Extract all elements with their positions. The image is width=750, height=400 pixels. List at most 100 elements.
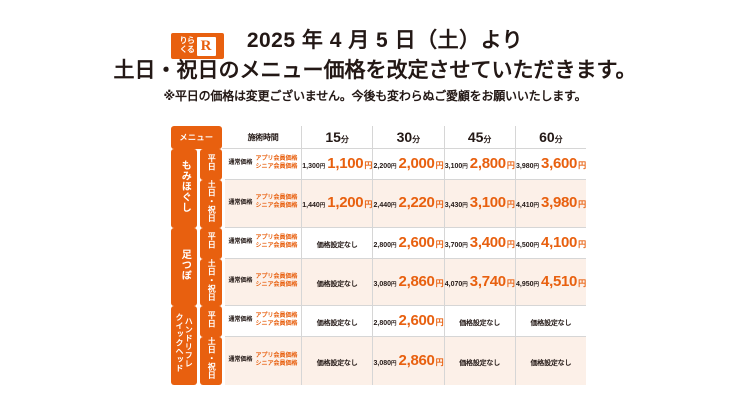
price-cell-60: 3,980円 3,600円: [514, 149, 586, 180]
table-row: 土日・祝日 通常価格 アプリ会員価格 シニア会員価格 1,440円 1,200円 2,440…: [171, 180, 586, 228]
header-gap: [222, 126, 226, 149]
menu-label-3: ハンドリフレ クイックヘッド: [171, 306, 197, 385]
new-price: 3,100円: [469, 194, 515, 212]
new-price: 4,510円: [541, 272, 586, 290]
header-duration-30: 30分: [372, 126, 444, 149]
new-price: 3,740円: [469, 272, 515, 290]
new-price: 3,600円: [541, 155, 586, 172]
price-type-label: 通常価格 アプリ会員価格 シニア会員価格: [225, 227, 302, 259]
title-line-2: 土日・祝日のメニュー価格を改定させていただきます。: [113, 59, 637, 82]
logo-kana-top: りら: [179, 36, 196, 45]
old-price: 3,080円: [373, 280, 397, 288]
new-price: 1,100円: [327, 155, 373, 172]
price-cell-60: 価格設定なし: [514, 337, 587, 385]
old-price: 3,980円: [515, 163, 540, 170]
table-row: もみほぐし 平日 通常価格 アプリ会員価格 シニア会員価格 1,300円 1,100円 2,2…: [171, 149, 586, 228]
table-row: 土日・祝日 通常価格 アプリ会員価格 シニア会員価格 価格設定なし 3,080円 2,860…: [171, 258, 586, 306]
old-price: 4,070円: [444, 280, 468, 288]
day-label-holiday: 土日・祝日: [200, 337, 223, 385]
no-price-text: 価格設定なし: [316, 241, 358, 249]
price-cell-45: 価格設定なし: [443, 337, 515, 385]
day-label-weekday: 平日: [200, 149, 223, 180]
day-label-weekday: 平日: [200, 227, 223, 259]
new-price: 2,600円: [398, 233, 444, 251]
price-type-label: 通常価格 アプリ会員価格 シニア会員価格: [225, 180, 302, 228]
price-cell-30: 2,200円 2,000円: [372, 149, 444, 180]
price-table-container: メニュー 施術時間 15分 30分 45分 60分 もみほぐし 平日 通常価格 アプリ会員価格 シニ…: [171, 126, 586, 385]
new-price: 2,600円: [398, 312, 444, 329]
day-label-holiday: 土日・祝日: [200, 180, 223, 228]
header-treatment-time-label: 施術時間: [225, 126, 302, 149]
price-type-label: 通常価格 アプリ会員価格 シニア会員価格: [225, 258, 302, 306]
price-cell-45: 3,100円 2,800円: [443, 149, 515, 180]
new-price: 2,860円: [398, 351, 444, 369]
price-cell-15: 価格設定なし: [301, 306, 373, 337]
table-row: 土日・祝日 通常価格 アプリ会員価格 シニア会員価格 価格設定なし 3,080円 2,860…: [171, 337, 587, 385]
header-duration-60: 60分: [514, 126, 587, 149]
new-price: 3,400円: [469, 233, 515, 251]
menu-label-1: もみほぐし: [171, 149, 197, 228]
price-table: メニュー 施術時間 15分 30分 45分 60分 もみほぐし 平日 通常価格 アプリ会員価格 シニ…: [171, 126, 586, 385]
title-block: 2025 年 4 月 5 日（土）より 土日・祝日のメニュー価格を改定させていた…: [0, 26, 750, 106]
header-duration-45: 45分: [443, 126, 515, 149]
day-label-weekday: 平日: [200, 306, 223, 337]
old-price: 3,700円: [444, 241, 468, 249]
price-cell-30: 3,080円 2,860円: [372, 258, 444, 306]
table-row: 足つぼ 平日 通常価格 アプリ会員価格 シニア会員価格 価格設定なし 2,800円 2,600…: [171, 227, 586, 306]
price-cell-60: 4,410円 3,980円: [514, 180, 586, 228]
old-price: 1,440円: [302, 202, 326, 210]
price-cell-60: 価格設定なし: [514, 306, 587, 337]
old-price: 4,950円: [515, 280, 540, 288]
price-type-label: 通常価格 アプリ会員価格 シニア会員価格: [225, 337, 302, 385]
old-price: 4,500円: [515, 241, 540, 249]
price-cell-45: 価格設定なし: [443, 306, 515, 337]
price-cell-30: 2,440円 2,220円: [372, 180, 444, 228]
new-price: 4,100円: [541, 233, 586, 251]
brand-logo: りら くる R: [171, 33, 224, 59]
old-price: 2,800円: [373, 241, 397, 249]
new-price: 2,220円: [398, 194, 444, 212]
no-price-text: 価格設定なし: [459, 359, 501, 367]
table-header-row: メニュー 施術時間 15分 30分 45分 60分: [171, 126, 587, 149]
new-price: 1,200円: [327, 194, 373, 212]
price-cell-15: 価格設定なし: [301, 337, 373, 385]
no-price-text: 価格設定なし: [530, 359, 572, 367]
price-type-label: 通常価格 アプリ会員価格 シニア会員価格: [225, 149, 302, 180]
price-cell-30: 2,800円 2,600円: [372, 306, 444, 337]
header: りら くる R 2025 年 4 月 5 日（土）より 土日・祝日のメニュー価格…: [0, 26, 750, 118]
price-cell-30: 3,080円 2,860円: [372, 337, 444, 385]
price-type-label: 通常価格 アプリ会員価格 シニア会員価格: [225, 306, 302, 337]
menu-label-2: 足つぼ: [171, 227, 197, 306]
table-row: ハンドリフレ クイックヘッド 平日 通常価格 アプリ会員価格 シニア会員価格 価格設定なし 2…: [171, 306, 587, 385]
old-price: 3,430円: [444, 202, 468, 210]
no-price-text: 価格設定なし: [316, 280, 358, 288]
no-price-text: 価格設定なし: [459, 320, 501, 327]
no-price-text: 価格設定なし: [316, 359, 358, 367]
old-price: 2,440円: [373, 202, 397, 210]
price-cell-30: 2,800円 2,600円: [372, 227, 444, 259]
price-cell-15: 価格設定なし: [301, 258, 373, 306]
old-price: 1,300円: [302, 163, 326, 170]
title-note: ※平日の価格は変更ございません。今後も変わらぬご愛顧をお願いいたします。: [163, 89, 587, 103]
price-cell-45: 3,700円 3,400円: [443, 227, 515, 259]
old-price: 3,080円: [373, 359, 397, 367]
price-cell-15: 1,300円 1,100円: [301, 149, 372, 180]
price-cell-45: 3,430円 3,100円: [443, 180, 515, 228]
no-price-text: 価格設定なし: [316, 320, 358, 327]
old-price: 3,100円: [444, 163, 468, 170]
new-price: 2,860円: [398, 272, 444, 290]
new-price: 3,980円: [541, 194, 586, 212]
logo-kana-text: りら くる: [179, 36, 196, 55]
price-cell-15: 1,440円 1,200円: [301, 180, 372, 228]
price-cell-45: 4,070円 3,740円: [443, 258, 515, 306]
logo-kana-bottom: くる: [179, 45, 195, 54]
old-price: 4,410円: [515, 202, 540, 210]
price-cell-15: 価格設定なし: [301, 227, 373, 259]
price-cell-60: 4,500円 4,100円: [514, 227, 586, 259]
day-label-holiday: 土日・祝日: [200, 258, 223, 306]
logo-r-mark: R: [196, 36, 216, 56]
title-line-1: 2025 年 4 月 5 日（土）より: [246, 29, 524, 52]
new-price: 2,800円: [469, 155, 515, 172]
price-cell-60: 4,950円 4,510円: [514, 258, 586, 306]
